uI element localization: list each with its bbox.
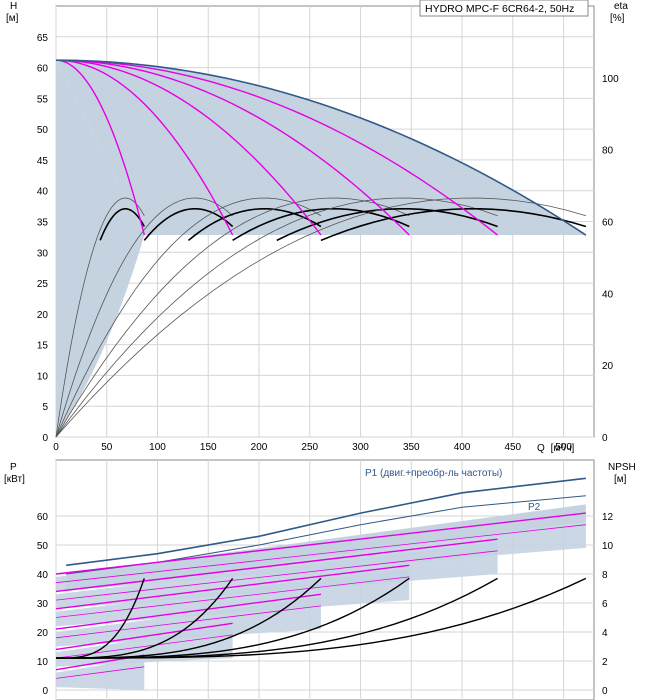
x-tick-label: 400 bbox=[454, 442, 471, 453]
series-label-p1: P1 (двиг.+преобр-ль частоты) bbox=[365, 467, 502, 479]
power-curve bbox=[55, 512, 586, 575]
npsh-tick-label: 0 bbox=[602, 686, 608, 697]
x-tick-label: 150 bbox=[200, 442, 217, 453]
efficiency-curve-bold bbox=[187, 207, 322, 241]
series-label-p2: P2 bbox=[528, 502, 541, 513]
efficiency-curve-bold bbox=[99, 207, 146, 241]
p-tick-label: 40 bbox=[37, 570, 49, 581]
efficiency-curve bbox=[55, 197, 410, 438]
y2-tick-label: 100 bbox=[602, 74, 619, 85]
y-tick-label: 45 bbox=[37, 156, 49, 167]
power-band bbox=[56, 658, 145, 690]
bottom-curves bbox=[55, 477, 587, 679]
operating-area-lower bbox=[56, 60, 145, 437]
power-curve bbox=[55, 622, 233, 651]
y-tick-label: 65 bbox=[37, 33, 49, 44]
y-axis-unit-p: [кВт] bbox=[4, 474, 25, 485]
p-tick-label: 30 bbox=[37, 599, 49, 610]
p-tick-label: 50 bbox=[37, 541, 49, 552]
head-curve bbox=[55, 59, 322, 236]
power-curve-p2 bbox=[55, 550, 498, 601]
head-curve bbox=[55, 59, 410, 236]
p-tick-label: 0 bbox=[42, 686, 48, 697]
chart-title-box bbox=[419, 0, 589, 17]
x-tick-label: 500 bbox=[555, 442, 572, 453]
power-curve-p2 bbox=[55, 524, 586, 584]
y2-tick-label: 80 bbox=[602, 146, 614, 157]
x-tick-label: 300 bbox=[352, 442, 369, 453]
y-tick-label: 55 bbox=[37, 94, 49, 105]
x-axis-label-q-name: Q bbox=[537, 443, 545, 454]
y-axis-unit-h: [м] bbox=[6, 13, 19, 24]
head-curve bbox=[55, 59, 145, 236]
y-tick-label: 20 bbox=[37, 310, 49, 321]
x-tick-label: 0 bbox=[53, 442, 59, 453]
chart-title: HYDRO MPC-F 6CR64-2, 50Hz bbox=[425, 3, 574, 15]
x-tick-label: 350 bbox=[403, 442, 420, 453]
efficiency-curve bbox=[55, 197, 586, 438]
y-axis-label-p: P bbox=[10, 462, 17, 473]
power-curve-p2 bbox=[55, 634, 233, 659]
y-tick-label: 50 bbox=[37, 125, 49, 136]
top-curves bbox=[55, 59, 587, 438]
x-axis-label-q-unit: [м³/ч] bbox=[551, 443, 575, 454]
y2-tick-label: 0 bbox=[602, 433, 608, 444]
y-tick-label: 10 bbox=[37, 371, 49, 382]
x-axis-label-q: Q [м³/ч] bbox=[537, 443, 575, 454]
y-tick-label: 5 bbox=[42, 402, 48, 413]
head-curve bbox=[55, 59, 234, 236]
npsh-tick-label: 4 bbox=[602, 628, 608, 639]
y2-tick-label: 40 bbox=[602, 289, 614, 300]
efficiency-curve-bold bbox=[320, 207, 587, 242]
y-tick-label: 60 bbox=[37, 64, 49, 75]
npsh-tick-label: 2 bbox=[602, 657, 608, 668]
x-tick-label: 200 bbox=[251, 442, 268, 453]
y2-axis-label-npsh: NPSH bbox=[608, 462, 636, 473]
power-curve-p2 bbox=[55, 605, 321, 639]
npsh-tick-label: 10 bbox=[602, 541, 614, 552]
efficiency-curve-bold bbox=[143, 207, 234, 241]
efficiency-curve bbox=[55, 197, 233, 438]
npsh-tick-label: 6 bbox=[602, 599, 608, 610]
top-tick-labels: 0 50 100 150 200 250 300 350 400 450 5000510152025… bbox=[37, 33, 619, 453]
power-curve-p2 bbox=[55, 666, 145, 679]
y2-tick-label: 20 bbox=[602, 361, 614, 372]
p-tick-label: 60 bbox=[37, 512, 49, 523]
power-curve bbox=[55, 564, 410, 610]
head-curve bbox=[55, 59, 498, 236]
y-tick-label: 40 bbox=[37, 187, 49, 198]
x-tick-label: 450 bbox=[504, 442, 521, 453]
outer-head-curve bbox=[55, 59, 587, 236]
p-tick-label: 10 bbox=[37, 657, 49, 668]
y-tick-label: 15 bbox=[37, 341, 49, 352]
x-tick-label: 100 bbox=[149, 442, 166, 453]
power-curve-p2 bbox=[55, 576, 410, 618]
x-tick-label: 250 bbox=[301, 442, 318, 453]
power-curve bbox=[55, 538, 498, 593]
p1-curve bbox=[66, 477, 586, 567]
efficiency-curve-bold bbox=[232, 207, 410, 242]
y-axis-label-h: H bbox=[10, 1, 17, 12]
y-tick-label: 0 bbox=[42, 433, 48, 444]
npsh-tick-label: 12 bbox=[602, 512, 614, 523]
y-tick-label: 30 bbox=[37, 248, 49, 259]
bottom-tick-labels: 0 10 20 30 40 50 60 0 2 4 6 8 10 12 bbox=[37, 512, 614, 697]
x-tick-label: 50 bbox=[101, 442, 113, 453]
p-tick-label: 20 bbox=[37, 628, 49, 639]
y2-tick-label: 60 bbox=[602, 218, 614, 229]
p-band-top bbox=[66, 504, 586, 592]
y-tick-label: 35 bbox=[37, 218, 49, 229]
npsh-curve bbox=[55, 577, 587, 659]
efficiency-curve bbox=[55, 197, 322, 438]
efficiency-curve bbox=[55, 197, 498, 438]
efficiency-curve bbox=[55, 197, 145, 438]
y2-axis-label-eta: eta bbox=[614, 1, 628, 12]
y-tick-label: 25 bbox=[37, 279, 49, 290]
power-curve bbox=[55, 593, 322, 630]
y2-axis-unit-eta: [%] bbox=[610, 13, 625, 24]
npsh-tick-label: 8 bbox=[602, 570, 608, 581]
y2-axis-unit-npsh: [м] bbox=[614, 474, 627, 485]
